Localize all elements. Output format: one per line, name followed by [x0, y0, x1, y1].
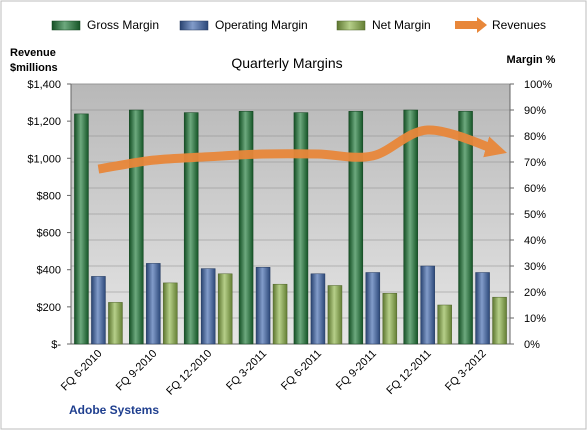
bar-gross-margin — [183, 112, 199, 345]
bar-net-margin — [217, 273, 233, 345]
bar-net-margin — [382, 293, 398, 345]
bar-operating-margin — [365, 272, 381, 345]
bar-operating-margin — [475, 272, 490, 345]
legend-label: Net Margin — [372, 18, 431, 32]
left-tick-label: $200 — [37, 302, 61, 314]
bar-net-margin — [437, 304, 452, 345]
right-tick-label: 50% — [524, 209, 546, 221]
right-tick-label: 70% — [524, 157, 546, 169]
legend-label: Gross Margin — [87, 18, 159, 32]
bar-operating-margin — [255, 267, 271, 345]
bar-net-margin — [492, 296, 507, 345]
bar-gross-margin — [348, 111, 364, 345]
left-tick-label: $400 — [37, 265, 61, 277]
right-tick-label: 20% — [524, 287, 546, 299]
bar-gross-margin — [129, 109, 144, 345]
left-tick-label: $1,400 — [27, 79, 61, 91]
bar-net-margin — [272, 283, 288, 345]
bar-gross-margin — [403, 109, 418, 345]
left-tick-label: $1,200 — [27, 116, 61, 128]
right-tick-label: 90% — [524, 105, 546, 117]
bar-net-margin — [108, 302, 123, 345]
bar-operating-margin — [420, 265, 435, 345]
bar-operating-margin — [200, 268, 216, 345]
bar-net-margin — [163, 282, 178, 345]
right-tick-label: 100% — [524, 79, 552, 91]
right-axis-title: Margin % — [507, 54, 556, 66]
bar-operating-margin — [310, 273, 326, 345]
right-tick-label: 0% — [524, 339, 540, 351]
left-tick-label: $1,000 — [27, 153, 61, 165]
right-tick-label: 30% — [524, 261, 546, 273]
revenues-line — [97, 125, 507, 174]
legend-label: Operating Margin — [215, 18, 308, 32]
bar-gross-margin — [458, 111, 473, 345]
company-label: Adobe Systems — [69, 403, 159, 417]
right-tick-label: 40% — [524, 235, 546, 247]
legend-swatch-gross-margin — [51, 20, 81, 31]
legend-revenues-swatch-head — [477, 17, 487, 33]
legend-swatch-operating-margin — [179, 20, 209, 31]
left-tick-label: $800 — [37, 190, 61, 202]
right-tick-label: 80% — [524, 131, 546, 143]
right-tick-label: 60% — [524, 183, 546, 195]
right-tick-label: 10% — [524, 313, 546, 325]
bar-gross-margin — [238, 111, 254, 345]
left-axis-title-line1: Revenue — [10, 47, 56, 59]
left-axis-title-line2: $millions — [10, 62, 58, 74]
legend-swatch-net-margin — [336, 20, 366, 31]
legend-label: Revenues — [492, 18, 546, 32]
chart-title: Quarterly Margins — [231, 55, 342, 71]
bar-net-margin — [327, 285, 343, 345]
legend: Gross Margin Operating Margin Net Margin Re… — [51, 17, 546, 33]
left-tick-label: $600 — [37, 228, 61, 240]
bar-gross-margin — [293, 112, 309, 345]
left-tick-label: $- — [51, 339, 61, 351]
bar-operating-margin — [91, 276, 106, 345]
bar-gross-margin — [74, 113, 89, 345]
bar-operating-margin — [146, 263, 161, 345]
